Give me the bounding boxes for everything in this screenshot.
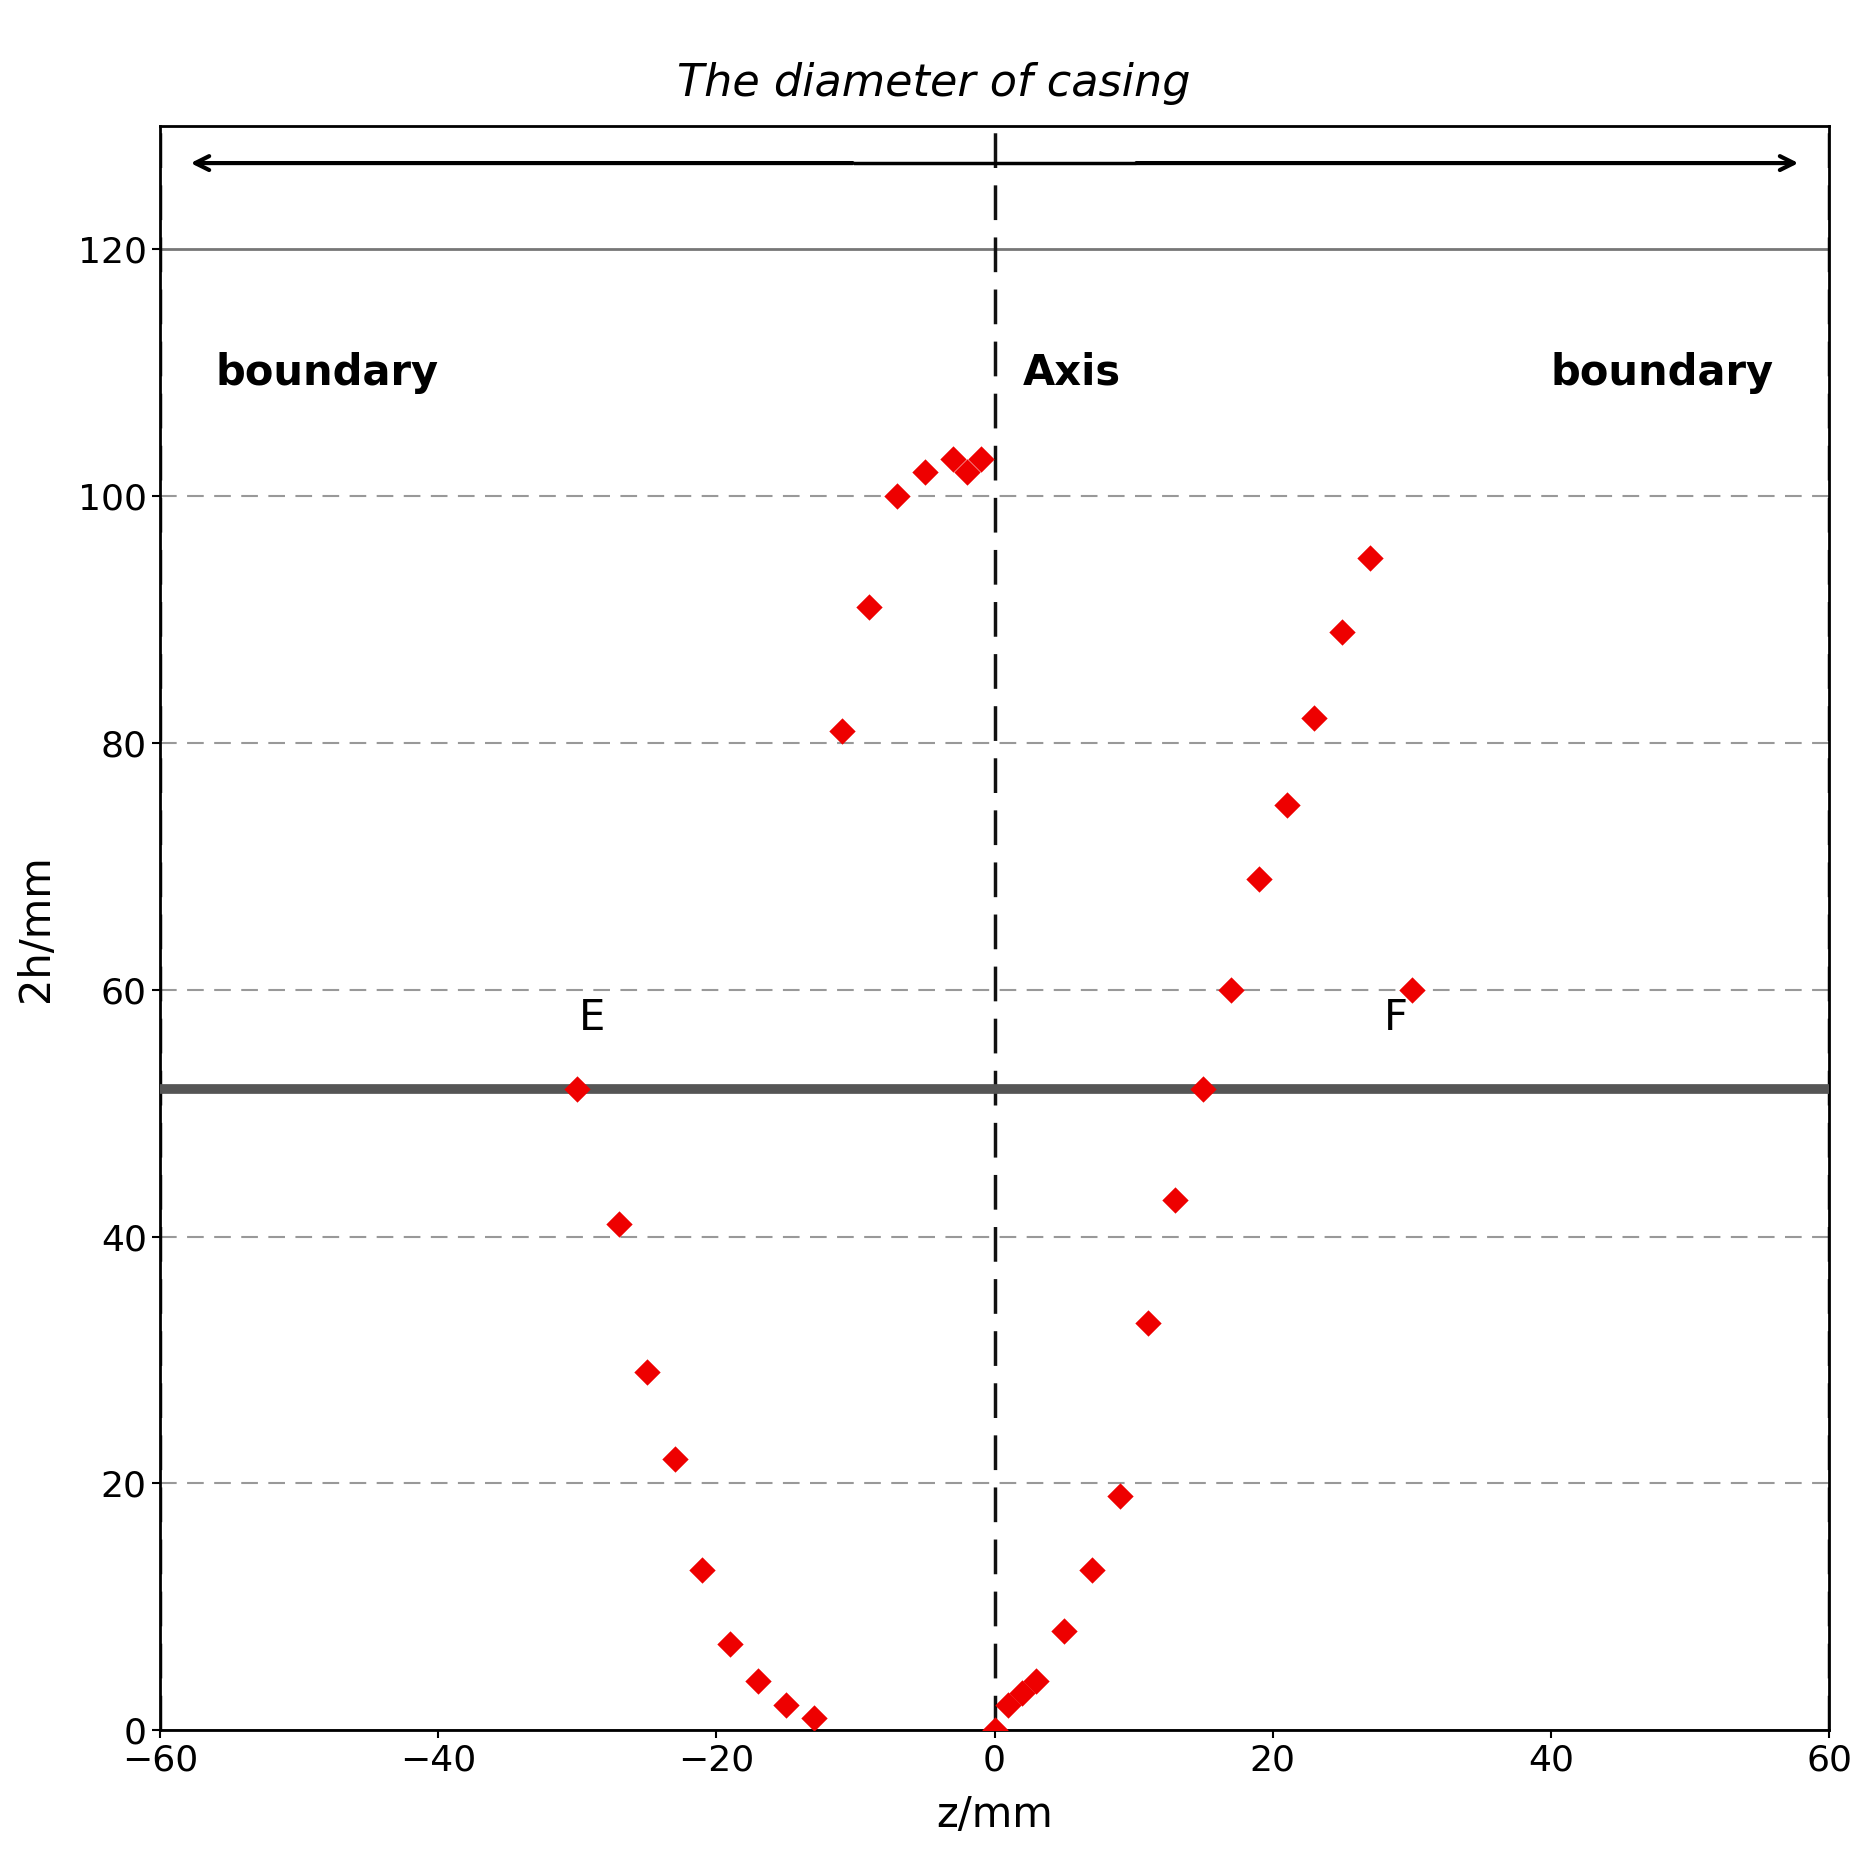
- Point: [1215, 975, 1245, 1005]
- Text: boundary: boundary: [1550, 352, 1774, 394]
- Point: [1299, 703, 1329, 733]
- Point: [1021, 1666, 1051, 1696]
- Point: [687, 1555, 717, 1584]
- Point: [937, 444, 967, 474]
- Point: [562, 1074, 592, 1103]
- Point: [1397, 975, 1426, 1005]
- Point: [1187, 1074, 1217, 1103]
- Point: [952, 457, 982, 487]
- Point: [771, 1690, 801, 1720]
- Point: [980, 1716, 1010, 1745]
- Point: [1271, 790, 1301, 820]
- Point: [1355, 542, 1385, 572]
- Point: [1161, 1185, 1191, 1214]
- Point: [827, 716, 857, 746]
- Point: [659, 1444, 689, 1473]
- Y-axis label: 2h/mm: 2h/mm: [15, 853, 58, 1001]
- X-axis label: z/mm: z/mm: [935, 1794, 1053, 1836]
- Text: Axis: Axis: [1023, 352, 1120, 394]
- Point: [1049, 1616, 1079, 1646]
- Point: [993, 1690, 1023, 1720]
- Point: [965, 444, 995, 474]
- Text: The diameter of casing: The diameter of casing: [676, 61, 1191, 106]
- Point: [1105, 1481, 1135, 1510]
- Point: [605, 1209, 635, 1238]
- Point: [631, 1357, 661, 1386]
- Point: [715, 1629, 745, 1658]
- Text: E: E: [579, 998, 605, 1038]
- Point: [799, 1703, 829, 1733]
- Text: boundary: boundary: [217, 352, 439, 394]
- Point: [1133, 1309, 1163, 1338]
- Point: [855, 592, 885, 622]
- Point: [743, 1666, 773, 1696]
- Point: [1008, 1679, 1038, 1708]
- Point: [1243, 864, 1273, 894]
- Point: [1327, 616, 1357, 646]
- Text: F: F: [1383, 998, 1408, 1038]
- Point: [1077, 1555, 1107, 1584]
- Point: [883, 481, 913, 511]
- Point: [909, 457, 939, 487]
